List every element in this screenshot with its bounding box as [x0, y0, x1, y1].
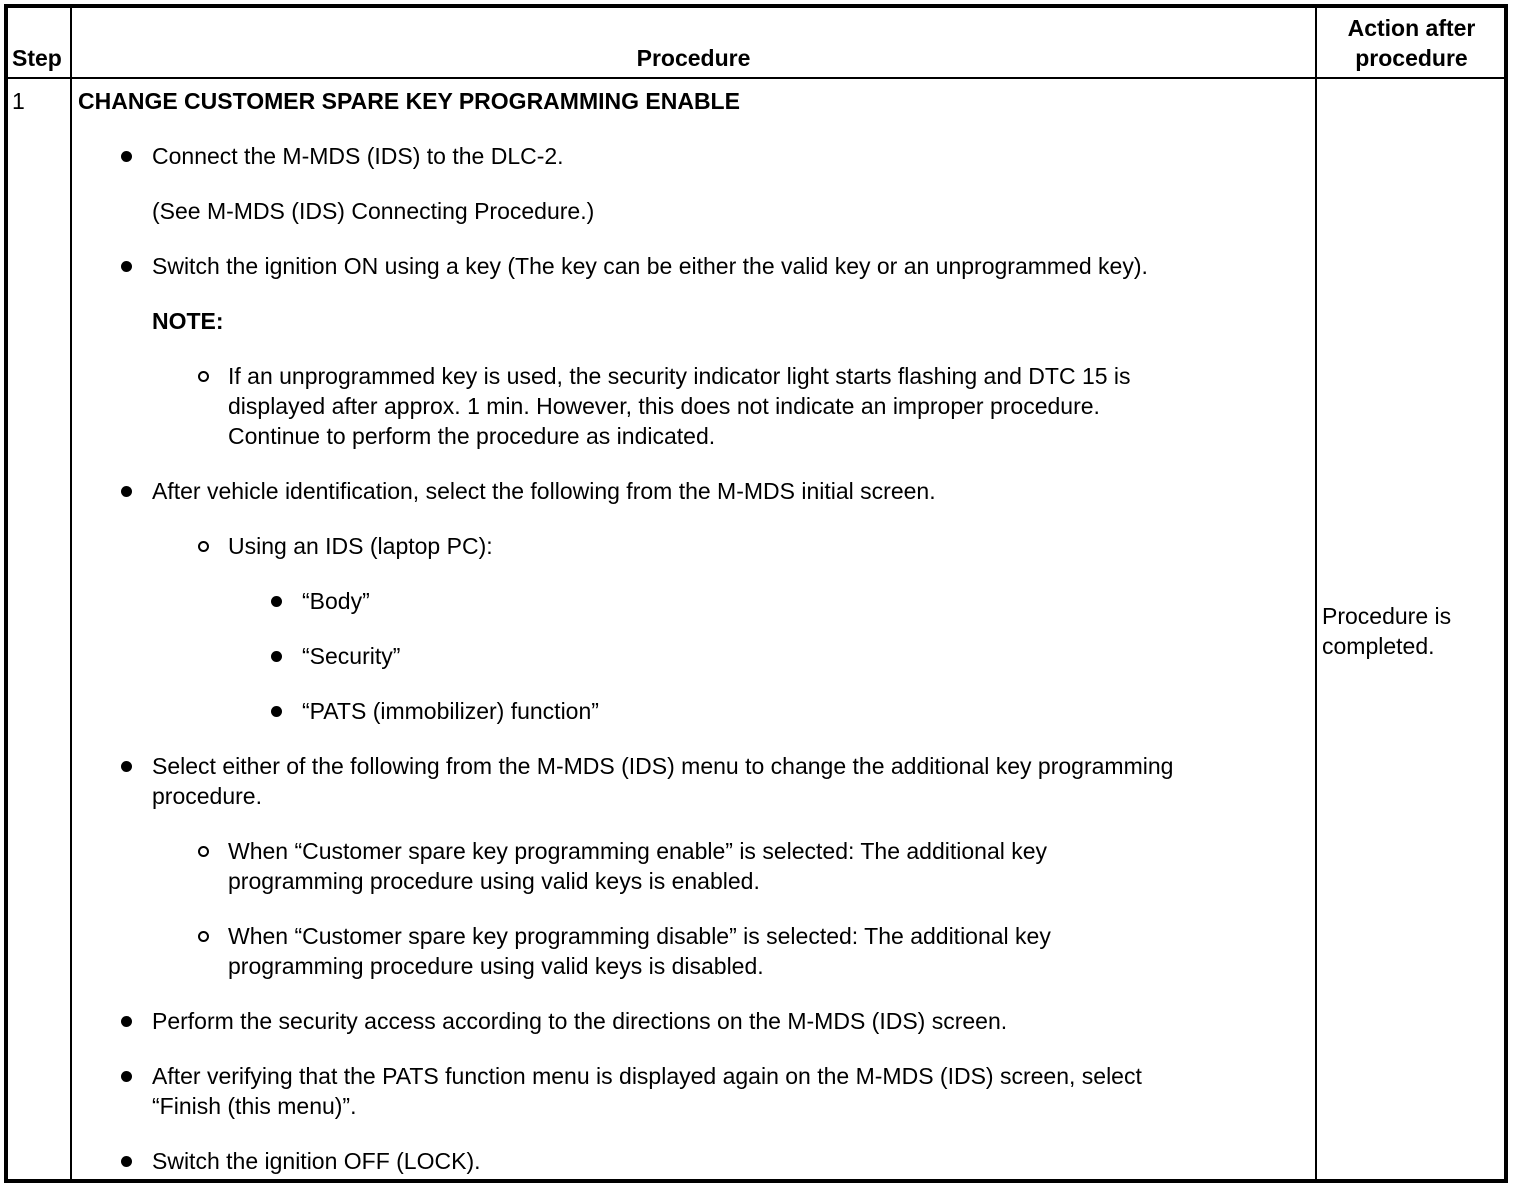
section-heading: NOTE:: [78, 306, 1308, 336]
procedure-text: (See M-MDS (IDS) Connecting Procedure.): [78, 196, 1308, 226]
text-line: “PATS (immobilizer) function”: [302, 698, 599, 724]
text-line: Continue to perform the procedure as ind…: [228, 423, 716, 449]
text-line: CHANGE CUSTOMER SPARE KEY PROGRAMMING EN…: [78, 88, 740, 114]
text-line: “Finish (this menu)”.: [152, 1093, 357, 1119]
bullet-icon: [121, 1071, 132, 1082]
list-item: When “Customer spare key programming dis…: [78, 921, 1308, 981]
header-action-line: Action after: [1347, 15, 1476, 41]
text-line: When “Customer spare key programming ena…: [228, 838, 1048, 864]
bullet-icon: [121, 1156, 132, 1167]
text-line: After verifying that the PATS function m…: [152, 1063, 1142, 1089]
list-item: Switch the ignition ON using a key (The …: [78, 251, 1308, 281]
list-item: Using an IDS (laptop PC):: [78, 531, 1308, 561]
bullet-icon: [121, 486, 132, 497]
section-heading: CHANGE CUSTOMER SPARE KEY PROGRAMMING EN…: [78, 86, 1308, 116]
bullet-icon: [271, 596, 282, 607]
action-after-procedure: Procedure is completed.: [1322, 601, 1451, 661]
bullet-icon: [121, 761, 132, 772]
text-line: displayed after approx. 1 min. However, …: [228, 393, 1100, 419]
text-line: Connect the M-MDS (IDS) to the DLC-2.: [152, 143, 564, 169]
circle-bullet-icon: [198, 931, 209, 942]
list-item: Perform the security access according to…: [78, 1006, 1308, 1036]
action-line: completed.: [1322, 633, 1435, 659]
bullet-icon: [271, 651, 282, 662]
action-line: Procedure is: [1322, 603, 1452, 629]
list-item: Select either of the following from the …: [78, 751, 1308, 811]
list-item: After verifying that the PATS function m…: [78, 1061, 1308, 1121]
bullet-icon: [121, 1016, 132, 1027]
list-item: Connect the M-MDS (IDS) to the DLC-2.: [78, 141, 1308, 171]
list-item: “Body”: [78, 586, 1308, 616]
list-item: If an unprogrammed key is used, the secu…: [78, 361, 1308, 451]
circle-bullet-icon: [198, 846, 209, 857]
list-item: When “Customer spare key programming ena…: [78, 836, 1308, 896]
text-line: programming procedure using valid keys i…: [228, 868, 760, 894]
text-line: Switch the ignition OFF (LOCK).: [152, 1148, 481, 1174]
procedure-table: [4, 4, 1508, 1183]
column-divider: [1315, 8, 1317, 1179]
circle-bullet-icon: [198, 541, 209, 552]
list-item: Switch the ignition OFF (LOCK).: [78, 1146, 1308, 1176]
header-procedure: Procedure: [636, 45, 751, 71]
text-line: If an unprogrammed key is used, the secu…: [228, 363, 1131, 389]
text-line: procedure.: [152, 783, 262, 809]
bullet-icon: [271, 706, 282, 717]
list-item: “PATS (immobilizer) function”: [78, 696, 1308, 726]
text-line: NOTE:: [152, 308, 224, 334]
text-line: Select either of the following from the …: [152, 753, 1174, 779]
circle-bullet-icon: [198, 371, 209, 382]
bullet-icon: [121, 261, 132, 272]
list-item: “Security”: [78, 641, 1308, 671]
text-line: Perform the security access according to…: [152, 1008, 1008, 1034]
text-line: “Security”: [302, 643, 401, 669]
text-line: When “Customer spare key programming dis…: [228, 923, 1051, 949]
header-action: Action after procedure: [1317, 13, 1506, 73]
header-divider: [8, 77, 1504, 79]
text-line: Switch the ignition ON using a key (The …: [152, 253, 1148, 279]
step-number: 1: [12, 88, 25, 114]
text-line: “Body”: [302, 588, 370, 614]
procedure-content: CHANGE CUSTOMER SPARE KEY PROGRAMMING EN…: [78, 86, 1308, 1201]
text-line: After vehicle identification, select the…: [152, 478, 936, 504]
text-line: programming procedure using valid keys i…: [228, 953, 764, 979]
text-line: Using an IDS (laptop PC):: [228, 533, 493, 559]
bullet-icon: [121, 151, 132, 162]
header-action-line: procedure: [1355, 45, 1468, 71]
column-divider: [70, 8, 72, 1179]
list-item: After vehicle identification, select the…: [78, 476, 1308, 506]
header-step: Step: [12, 45, 62, 71]
text-line: (See M-MDS (IDS) Connecting Procedure.): [152, 198, 595, 224]
